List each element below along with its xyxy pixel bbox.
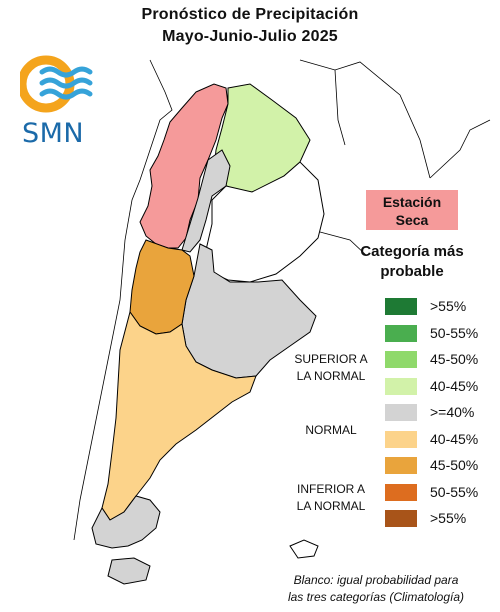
region-normal-south xyxy=(91,495,161,549)
region-tierra-del-fuego xyxy=(107,557,151,585)
legend-group-superior-line1: SUPERIOR A xyxy=(294,352,368,366)
legend-label-inferior: 40-45% xyxy=(430,430,479,447)
legend-label-superior: 40-45% xyxy=(430,377,479,394)
smn-logo xyxy=(20,55,93,113)
region-dry-noa xyxy=(139,83,229,249)
legend-swatch-inferior xyxy=(384,509,418,528)
legend-swatch-normal xyxy=(384,403,418,422)
map-subtitle: Mayo-Junio-Julio 2025 xyxy=(162,28,338,45)
legend-swatch-superior xyxy=(384,323,418,343)
legend-label-inferior: 50-55% xyxy=(430,483,479,500)
dry-season-line1: Estación xyxy=(382,194,442,210)
legend-title-line1: Categoría más xyxy=(360,243,464,260)
map-title: Pronóstico de Precipitación xyxy=(141,6,359,23)
legend-title: Categoría más probable xyxy=(348,242,476,282)
legend-label-superior: 45-50% xyxy=(430,351,479,367)
chile-coast xyxy=(73,59,173,541)
legend-label-inferior: 45-50% xyxy=(430,457,479,473)
legend-group-superior: SUPERIOR A LA NORMAL xyxy=(286,351,376,385)
legend-label-superior: 50-55% xyxy=(430,324,479,341)
legend-group-inferior-line2: LA NORMAL xyxy=(296,499,366,513)
legend-label-superior: >55% xyxy=(430,298,467,314)
region-climatology-center xyxy=(205,161,325,283)
legend-swatch-superior xyxy=(384,297,418,316)
footnote-line2: las tres categorías (Climatología) xyxy=(287,590,465,604)
brazil-border xyxy=(429,119,491,179)
dry-season-label: Estación Seca xyxy=(366,190,458,230)
legend-label-normal: >=40% xyxy=(430,404,475,420)
region-normal-north xyxy=(181,149,231,253)
uruguay-border xyxy=(319,231,367,256)
legend-swatch-superior xyxy=(384,376,418,396)
legend-swatch-inferior xyxy=(384,482,418,502)
footnote: Blanco: igual probabilidad para las tres… xyxy=(262,572,490,606)
legend-group-inferior-line1: INFERIOR A xyxy=(296,482,365,496)
legend-swatch-inferior xyxy=(384,429,418,449)
legend-label-inferior: >55% xyxy=(430,510,467,526)
footnote-line1: Blanco: igual probabilidad para xyxy=(293,573,459,587)
legend-swatch-superior xyxy=(384,350,418,369)
legend-group-normal: NORMAL xyxy=(305,423,357,437)
logo-waves xyxy=(39,66,93,100)
region-malvinas xyxy=(289,539,319,559)
logo-text: SMN xyxy=(22,118,85,149)
legend-group-inferior: INFERIOR A LA NORMAL xyxy=(286,481,376,515)
dry-season-line2: Seca xyxy=(395,212,429,228)
bolivia-paraguay-border xyxy=(299,59,431,179)
legend-title-line2: probable xyxy=(380,263,444,280)
region-inf-40-45 xyxy=(101,310,257,521)
legend-group-superior-line2: LA NORMAL xyxy=(296,369,366,383)
legend-swatch-inferior xyxy=(384,456,418,475)
neighbor-outlines xyxy=(73,59,491,541)
paraguay-border xyxy=(334,69,346,146)
